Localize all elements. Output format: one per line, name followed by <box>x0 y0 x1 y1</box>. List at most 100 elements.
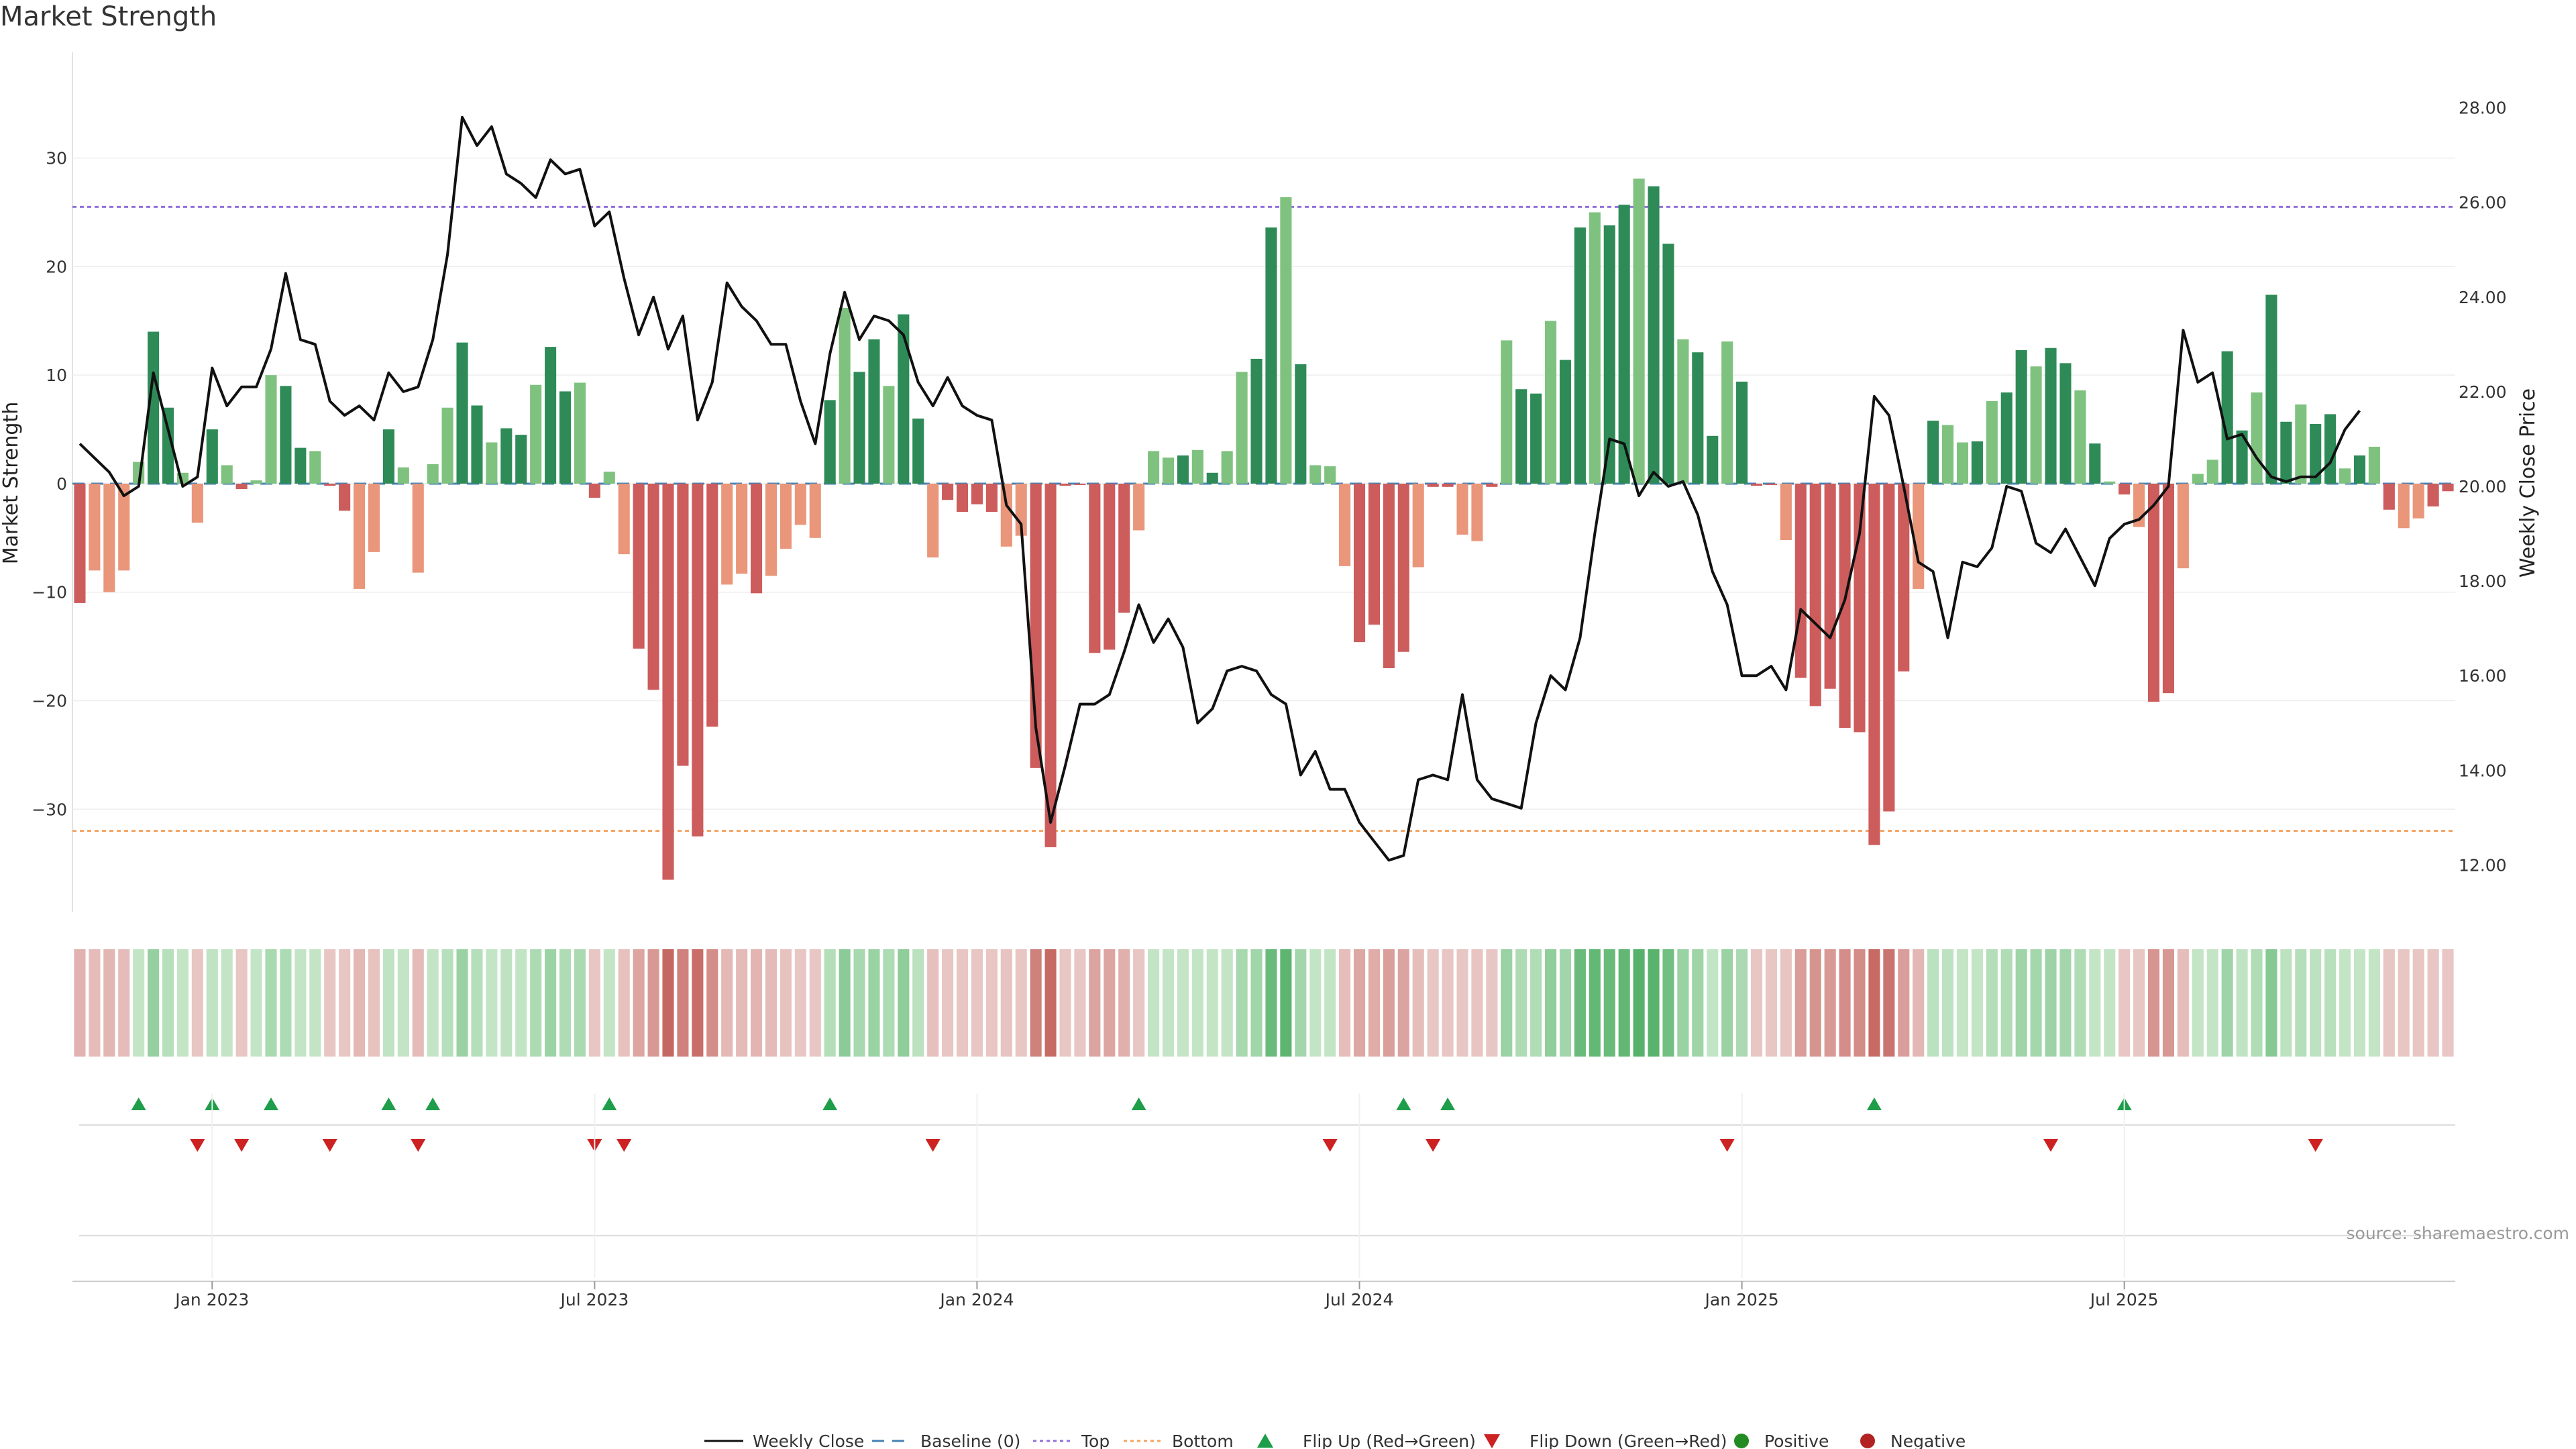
strength-bar <box>2368 446 2380 484</box>
strength-bar <box>1501 340 1513 484</box>
strength-bar <box>2015 350 2027 484</box>
strength-bar <box>1721 341 1733 484</box>
strength-bar <box>1221 451 1233 484</box>
strength-bar <box>1707 435 1719 484</box>
heat-cell <box>354 949 366 1057</box>
strength-bar <box>1089 483 1101 653</box>
strength-bar <box>162 407 174 484</box>
strength-bar <box>2339 468 2351 484</box>
strength-bar <box>1545 321 1557 484</box>
legend-label-flip-up: Flip Up (Red→Green) <box>1303 1432 1476 1449</box>
strength-bar <box>1383 483 1395 668</box>
heat-cell <box>1177 949 1189 1057</box>
strength-bar <box>2280 421 2292 484</box>
heat-cell <box>824 949 836 1057</box>
heat-cell <box>1265 949 1277 1057</box>
heat-cell <box>1545 949 1557 1057</box>
flip-down-marker <box>322 1139 337 1152</box>
legend-label-baseline: Baseline (0) <box>920 1432 1020 1449</box>
strength-bar <box>1956 442 1969 484</box>
strength-heat-strip <box>74 949 2454 1057</box>
strength-bar <box>368 483 380 552</box>
y2-tick-label: 18.00 <box>2459 572 2507 591</box>
strength-bar <box>1794 483 1807 678</box>
heat-cell <box>706 949 718 1057</box>
strength-bar <box>2192 474 2204 484</box>
y2-tick-label: 12.00 <box>2459 855 2507 875</box>
heat-cell <box>1530 949 1542 1057</box>
strength-bar <box>2324 414 2337 484</box>
strength-bar <box>2089 443 2101 484</box>
strength-bar <box>324 483 336 486</box>
heat-cell <box>545 949 557 1057</box>
strength-bar <box>751 483 763 594</box>
heat-cell <box>1000 949 1012 1057</box>
heat-cell <box>1368 949 1380 1057</box>
strength-bar <box>971 483 983 504</box>
strength-bar <box>1162 458 1175 484</box>
heat-cell <box>956 949 969 1057</box>
heat-cell <box>1618 949 1630 1057</box>
strength-bar <box>515 435 527 484</box>
strength-bar <box>265 375 277 484</box>
heat-cell <box>1471 949 1483 1057</box>
strength-bar <box>294 447 307 484</box>
strength-bar <box>1574 227 1586 484</box>
y2-tick-label: 22.00 <box>2459 382 2507 402</box>
heat-cell <box>1574 949 1586 1057</box>
heat-cell <box>1339 949 1351 1057</box>
heat-cell <box>1427 949 1439 1057</box>
strength-bar <box>559 391 572 484</box>
heat-cell <box>1633 949 1645 1057</box>
strength-bar <box>2251 392 2263 484</box>
strength-bar <box>2030 366 2042 484</box>
heat-cell <box>1324 949 1336 1057</box>
strength-bar <box>1736 381 1748 484</box>
grid-layer <box>72 52 2455 912</box>
strength-bar <box>912 418 924 484</box>
strength-bar <box>486 442 498 484</box>
heat-cell <box>2177 949 2189 1057</box>
strength-bar <box>1104 483 1116 650</box>
heat-cell <box>133 949 145 1057</box>
right-axis-ticks: 12.00 14.00 16.00 18.00 20.00 22.00 24.00 26.00… <box>2459 99 2507 875</box>
y-axis-label: Market Strength <box>0 402 23 564</box>
heat-cell <box>574 949 586 1057</box>
strength-bar <box>677 483 689 766</box>
heat-cell <box>692 949 704 1057</box>
legend-item-flip-down: Flip Down (Green→Red) <box>1484 1432 1727 1449</box>
heat-cell <box>1589 949 1601 1057</box>
heat-cell <box>647 949 659 1057</box>
heat-cell <box>515 949 527 1057</box>
strength-bar <box>618 483 630 555</box>
strength-bar <box>1809 483 1821 706</box>
legend-item-positive: Positive <box>1734 1432 1829 1449</box>
heat-cell <box>206 949 218 1057</box>
flip-down-marker <box>411 1139 426 1152</box>
flip-up-marker <box>602 1097 617 1110</box>
strength-bar <box>382 429 394 484</box>
heat-cell <box>677 949 689 1057</box>
heat-cell <box>883 949 895 1057</box>
strength-bar <box>1295 364 1307 484</box>
heat-cell <box>1868 949 1880 1057</box>
strength-bar <box>2310 423 2322 484</box>
flip-down-legend-icon <box>1484 1434 1500 1448</box>
flip-down-marker <box>616 1139 632 1152</box>
strength-bar <box>824 400 836 484</box>
strength-bar <box>2353 455 2366 484</box>
strength-bar <box>1486 483 1498 487</box>
heat-cell <box>1015 949 1027 1057</box>
legend-label-bottom: Bottom <box>1172 1432 1234 1449</box>
heat-cell <box>927 949 939 1057</box>
x-tick-label: Jul 2023 <box>559 1290 629 1309</box>
strength-bar <box>1780 483 1792 541</box>
heat-cell <box>1913 949 1925 1057</box>
heat-cell <box>1089 949 1101 1057</box>
heat-cell <box>2074 949 2086 1057</box>
heat-cell <box>500 949 513 1057</box>
strength-bar <box>456 342 468 484</box>
heat-cell <box>1074 949 1086 1057</box>
strength-bar <box>1971 441 1983 484</box>
